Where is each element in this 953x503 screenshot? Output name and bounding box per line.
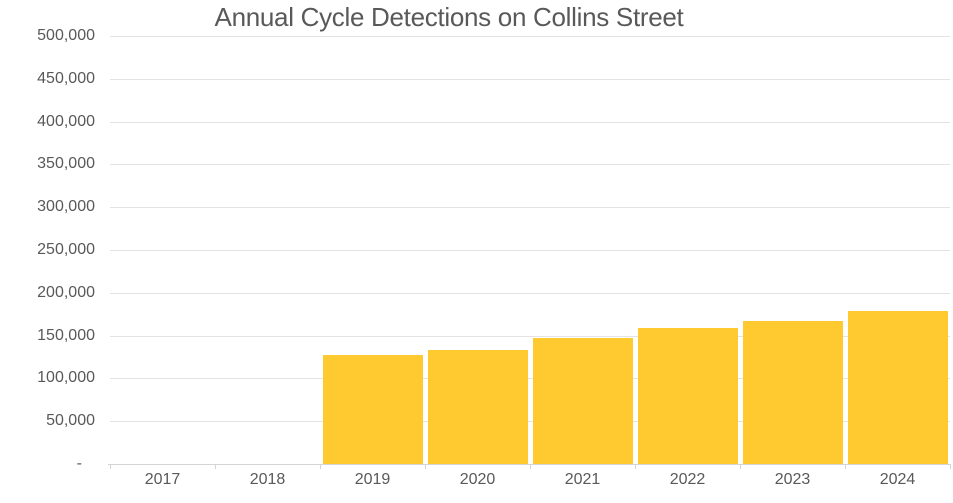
y-axis-tick-label-200000: 200,000 [37, 283, 95, 301]
y-axis-tick-label-300000: 300,000 [37, 198, 95, 216]
gridline-450000 [110, 78, 950, 80]
x-axis-label-2024: 2024 [879, 471, 916, 488]
y-axis-tick-label-250000: 250,000 [37, 241, 95, 258]
x-axis-label-2021: 2021 [564, 471, 601, 488]
x-axis-tick [950, 464, 951, 469]
bar-2020 [427, 350, 528, 464]
y-axis-tick-label-100000: 100,000 [37, 369, 95, 387]
x-axis-tick [845, 464, 846, 469]
y-axis-tick-label-0: - [76, 455, 82, 472]
x-axis-tick [530, 464, 531, 469]
bar-2024 [847, 310, 948, 464]
gridline-350000 [110, 164, 950, 166]
bar-2021 [532, 338, 633, 464]
gridline-500000 [110, 36, 950, 37]
y-axis-tick-label-150000: 150,000 [37, 326, 95, 344]
bar-2022 [637, 327, 738, 464]
y-axis-tick-label-400000: 400,000 [37, 112, 95, 130]
x-axis-label-2022: 2022 [669, 471, 706, 488]
x-axis-line [108, 464, 950, 465]
gridline-400000 [110, 121, 950, 123]
x-axis-label-2020: 2020 [459, 471, 496, 488]
x-axis-tick [320, 464, 321, 469]
gridline-300000 [110, 207, 950, 209]
gridline-150000 [110, 335, 950, 337]
x-axis-tick [635, 464, 636, 469]
gridline-50000 [110, 421, 950, 423]
chart-title: Annual Cycle Detections on Collins Stree… [214, 2, 684, 32]
x-axis-label-2019: 2019 [354, 471, 391, 488]
bar-2019 [322, 355, 423, 464]
gridline-200000 [110, 292, 950, 294]
y-axis-tick-label-450000: 450,000 [37, 69, 95, 87]
y-axis-tick-label-350000: 350,000 [37, 155, 95, 173]
gridline-250000 [110, 250, 950, 251]
x-axis-label-2018: 2018 [249, 471, 286, 488]
bar-2023 [742, 321, 843, 464]
x-axis-label-2023: 2023 [774, 471, 811, 488]
x-axis-tick [740, 464, 741, 469]
x-axis-label-2017: 2017 [144, 471, 181, 488]
x-axis-tick [425, 464, 426, 469]
y-axis-tick-label-50000: 50,000 [46, 412, 95, 430]
x-axis-tick [215, 464, 216, 469]
y-axis-tick-label-500000: 500,000 [37, 27, 95, 44]
x-axis-tick [110, 464, 111, 469]
gridline-100000 [110, 378, 950, 380]
